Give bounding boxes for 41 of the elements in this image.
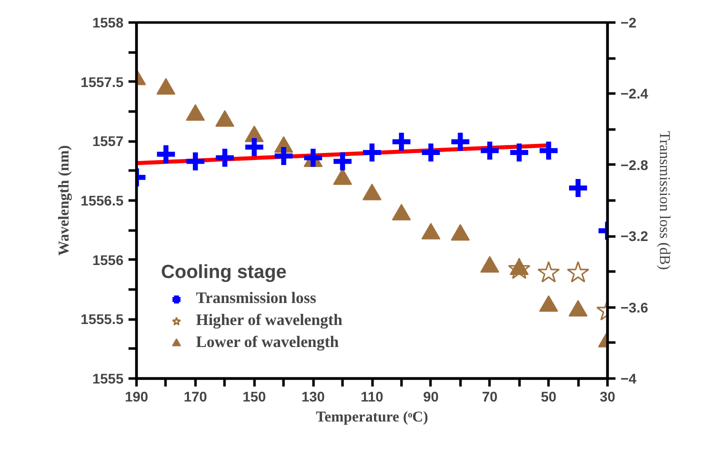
point (392, 204, 411, 220)
x-axis-title: Temperature (ᵒC) (316, 410, 428, 426)
y-tick-label: 1556.5 (80, 192, 124, 208)
x-tick-label: 170 (184, 388, 208, 404)
legend-label: Higher of wavelength (196, 312, 342, 330)
point (508, 258, 530, 279)
point (421, 222, 440, 240)
y-tick-label: 1557.5 (80, 74, 124, 90)
x-tick-label: 50 (540, 388, 557, 404)
x-tick-label: 150 (242, 388, 266, 404)
y-tick-label: 1555 (92, 370, 124, 386)
point (362, 184, 382, 200)
x-tick-label: 190 (124, 388, 148, 404)
y2-axis-title: Transmission loss (dB) (656, 131, 672, 270)
x-tick-label: 110 (360, 388, 384, 404)
y2-tick-label: −4 (620, 370, 637, 386)
point (480, 256, 500, 273)
point (186, 104, 205, 121)
y-tick-label: 1557 (92, 133, 124, 150)
x-tick-label: 130 (301, 388, 326, 404)
point (215, 110, 234, 127)
y-axis-title: Wavelength (nm) (56, 145, 73, 256)
y2-tick-label: −2 (620, 14, 637, 30)
legend-title: Cooling stage (161, 262, 288, 284)
x-tick-label: 30 (600, 388, 616, 404)
y2-tick-label: −3.2 (620, 228, 648, 244)
y-tick-label: 1555.5 (80, 311, 124, 328)
x-tick-label: 90 (423, 388, 439, 404)
y2-tick-label: −3.6 (620, 299, 648, 316)
y-tick-label: 1558 (92, 14, 124, 30)
y-tick-label: 1556 (92, 252, 124, 268)
x-tick-label: 70 (482, 388, 498, 404)
legend-label: Transmission loss (196, 290, 316, 308)
legend-label: Lower of wavelength (196, 334, 339, 352)
y2-tick-label: −2.8 (620, 156, 648, 173)
point (539, 295, 558, 312)
point (568, 300, 588, 317)
point (156, 78, 176, 95)
y2-tick-label: −2.4 (620, 86, 648, 102)
point (450, 224, 470, 241)
point (333, 168, 352, 185)
